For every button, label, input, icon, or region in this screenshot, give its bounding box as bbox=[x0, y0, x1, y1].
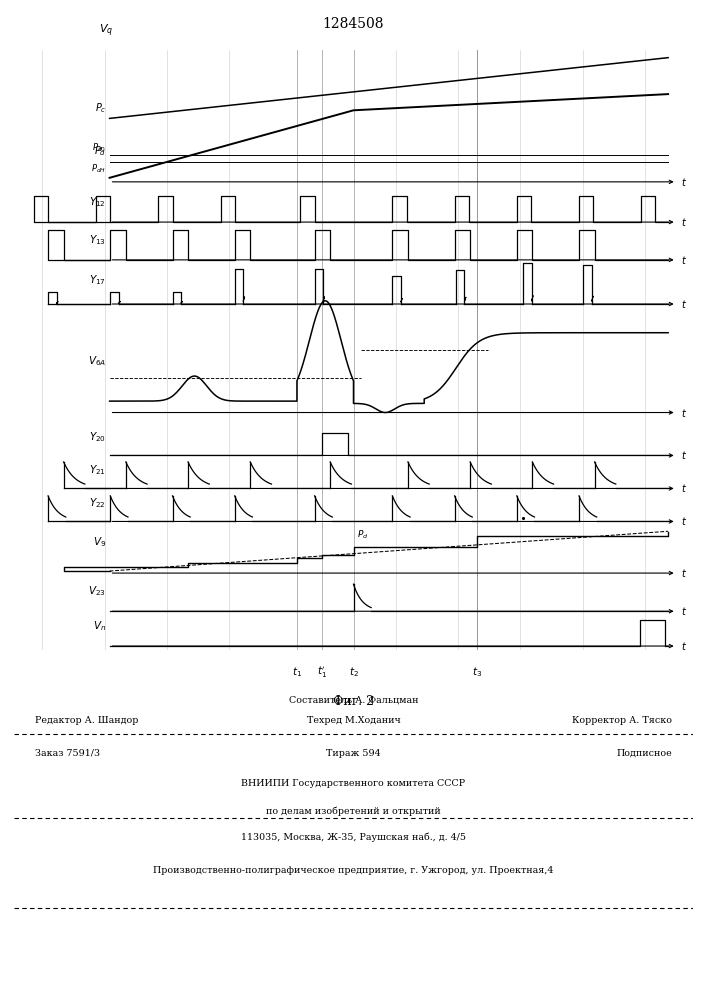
Text: Подписное: Подписное bbox=[617, 749, 672, 758]
Text: $Y_{22}$: $Y_{22}$ bbox=[89, 496, 106, 510]
Text: $V_q$: $V_q$ bbox=[99, 22, 113, 39]
Text: $t_2$: $t_2$ bbox=[349, 665, 358, 679]
Text: $t$: $t$ bbox=[681, 515, 687, 527]
Text: $t$: $t$ bbox=[681, 449, 687, 461]
Text: $t$: $t$ bbox=[681, 407, 687, 419]
Text: Редактор А. Шандор: Редактор А. Шандор bbox=[35, 716, 138, 725]
Text: $t_3$: $t_3$ bbox=[472, 665, 482, 679]
Text: $t_1'$: $t_1'$ bbox=[317, 665, 327, 680]
Text: $t$: $t$ bbox=[681, 254, 687, 266]
Text: $P_d$: $P_d$ bbox=[357, 528, 368, 541]
Text: $V_{23}$: $V_{23}$ bbox=[88, 585, 106, 598]
Text: $Y_{21}$: $Y_{21}$ bbox=[89, 463, 106, 477]
Text: $P_c$: $P_c$ bbox=[95, 102, 106, 115]
Text: $Y_{13}$: $Y_{13}$ bbox=[89, 233, 106, 247]
Text: ВНИИПИ Государственного комитета СССР: ВНИИПИ Государственного комитета СССР bbox=[241, 779, 466, 788]
Text: $t$: $t$ bbox=[681, 640, 687, 652]
Text: $V_n$: $V_n$ bbox=[93, 619, 106, 633]
Text: $t$: $t$ bbox=[681, 567, 687, 579]
Text: Заказ 7591/3: Заказ 7591/3 bbox=[35, 749, 100, 758]
Text: Техред М.Ходанич: Техред М.Ходанич bbox=[307, 716, 400, 725]
Text: $V_{6A}$: $V_{6A}$ bbox=[88, 354, 106, 368]
Text: $t$: $t$ bbox=[681, 605, 687, 617]
Text: $t$: $t$ bbox=[681, 482, 687, 494]
Text: Тираж 594: Тираж 594 bbox=[326, 749, 381, 758]
Text: Составитель А. Фальцман: Составитель А. Фальцман bbox=[288, 695, 419, 704]
Text: $Y_{17}$: $Y_{17}$ bbox=[89, 273, 106, 287]
Text: 1284508: 1284508 bbox=[323, 17, 384, 31]
Text: $t_1$: $t_1$ bbox=[292, 665, 302, 679]
Text: $P_{dH}$: $P_{dH}$ bbox=[91, 163, 106, 175]
Text: Фиг. 2: Фиг. 2 bbox=[333, 695, 374, 708]
Text: $Y_{20}$: $Y_{20}$ bbox=[89, 430, 106, 444]
Text: $t$: $t$ bbox=[681, 298, 687, 310]
Text: $t$: $t$ bbox=[681, 216, 687, 228]
Text: $t$: $t$ bbox=[681, 176, 687, 188]
Text: $P_{d0}$: $P_{d0}$ bbox=[92, 141, 106, 154]
Text: $P_d$: $P_d$ bbox=[94, 144, 106, 158]
Text: 113035, Москва, Ж-35, Раушская наб., д. 4/5: 113035, Москва, Ж-35, Раушская наб., д. … bbox=[241, 833, 466, 842]
Text: Корректор А. Тяско: Корректор А. Тяско bbox=[573, 716, 672, 725]
Text: по делам изобретений и открытий: по делам изобретений и открытий bbox=[266, 806, 441, 816]
Text: Производственно-полиграфическое предприятие, г. Ужгород, ул. Проектная,4: Производственно-полиграфическое предприя… bbox=[153, 866, 554, 875]
Text: $V_9$: $V_9$ bbox=[93, 536, 106, 549]
Text: $Y_{12}$: $Y_{12}$ bbox=[89, 195, 106, 209]
